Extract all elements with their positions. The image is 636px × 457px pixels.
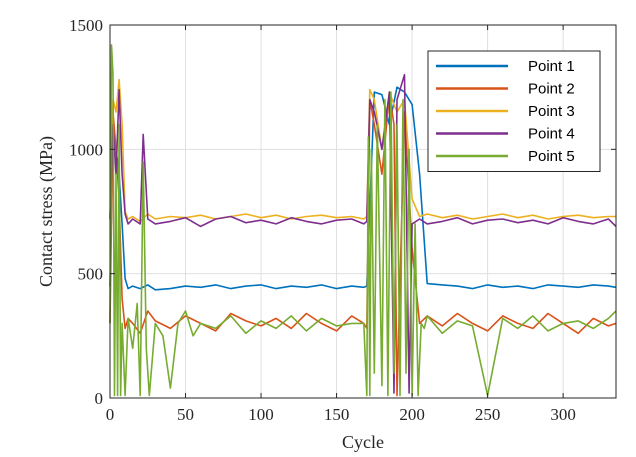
y-tick-label: 500 — [78, 265, 104, 284]
axes — [109, 24, 617, 399]
x-tick-label: 150 — [324, 405, 350, 424]
x-tick-label: 0 — [106, 405, 115, 424]
x-tick-label: 250 — [475, 405, 501, 424]
tick-labels: 0 50 100 150 200 250 300 0 500 1000 1500 — [69, 16, 576, 424]
legend-label-point-3: Point 3 — [528, 103, 575, 120]
series-layer — [109, 44, 617, 397]
x-tick-label: 200 — [399, 405, 425, 424]
series-line-point-4 — [109, 73, 617, 394]
y-tick-label: 1500 — [69, 16, 103, 35]
legend-label-point-2: Point 2 — [528, 81, 575, 98]
x-tick-label: 300 — [550, 405, 576, 424]
x-axis-label: Cycle — [342, 432, 384, 452]
x-tick-label: 100 — [248, 405, 274, 424]
y-axis-label: Contact stress (MPa) — [36, 136, 57, 287]
legend-label-point-4: Point 4 — [528, 126, 575, 143]
legend: Point 1 Point 2 Point 3 Point 4 Point 5 — [427, 50, 601, 172]
plot-frame — [109, 24, 617, 399]
y-tick-label: 0 — [95, 389, 104, 408]
x-tick-label: 50 — [177, 405, 194, 424]
series-line-point-1 — [109, 86, 617, 291]
y-tick-label: 1000 — [69, 140, 103, 159]
legend-label-point-5: Point 5 — [528, 148, 575, 165]
legend-label-point-1: Point 1 — [528, 58, 575, 75]
series-line-point-5 — [109, 44, 617, 397]
